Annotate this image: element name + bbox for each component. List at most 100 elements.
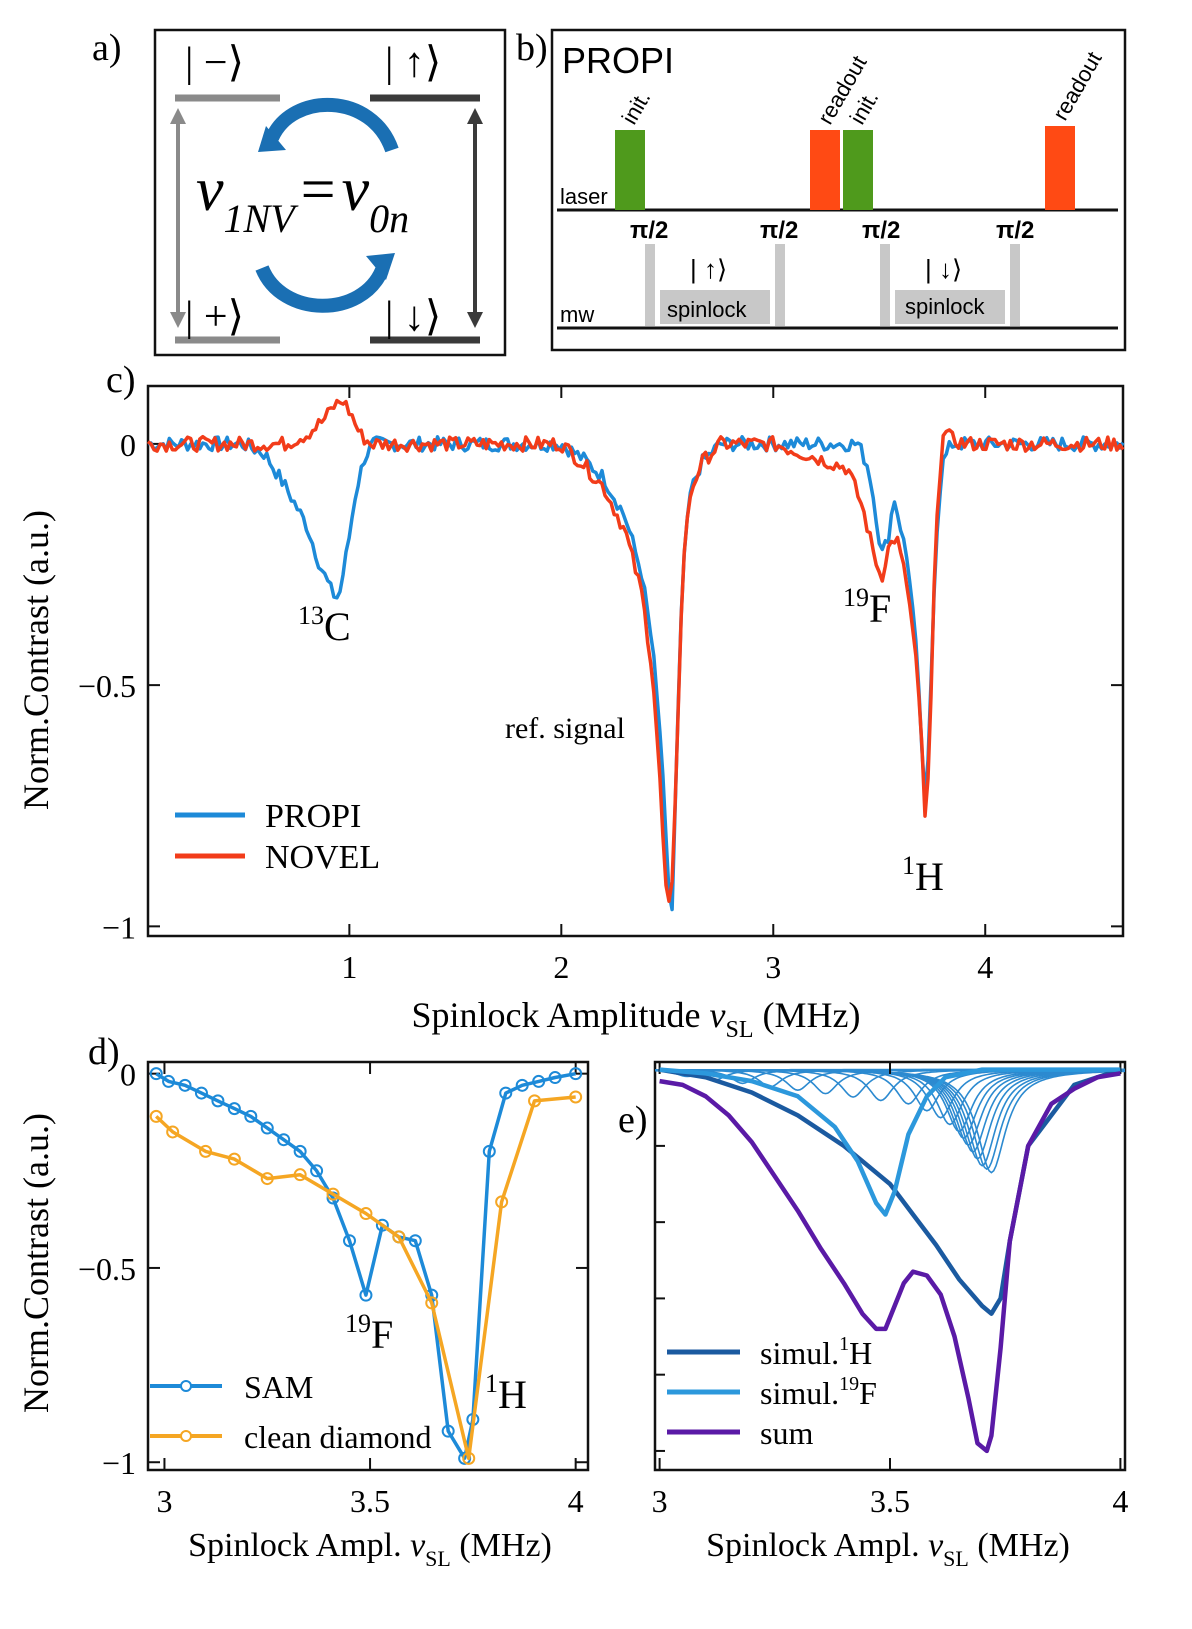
annotation-1H-el: H [915, 854, 944, 899]
panel-e-frame [653, 1060, 1127, 1472]
annotation-19F-sup: 19 [843, 583, 869, 612]
panel-b: PROPI laser mw init. readout init. reado… [550, 28, 1127, 352]
data-point [227, 1102, 241, 1116]
x-tick-label: 2 [553, 949, 569, 985]
legend-simul-19F-name: simul. [760, 1375, 839, 1411]
spinlock-block-2 [895, 290, 1005, 324]
panel-d-xlabel-sub: SL [425, 1546, 451, 1571]
panel-e-ticks: 3 3.5 4 [652, 1062, 1128, 1519]
data-point [277, 1133, 291, 1147]
panel-e-series [659, 1067, 1122, 1454]
mw-pi-half-pulse-3 [880, 244, 890, 326]
panel-d-ylabel: Norm.Contrast (a.u.) [16, 1113, 56, 1413]
panel-e-xlabel-unit: (MHz) [969, 1527, 1070, 1564]
panel-label-b: b) [516, 27, 548, 69]
panel-d-ticks: 3 3.5 4 0 −0.5 −1 [78, 1057, 588, 1519]
data-point [548, 1071, 562, 1085]
data-point [482, 1144, 496, 1158]
panel-e-xlabel-main: Spinlock Ampl. [706, 1527, 928, 1564]
annotation-13C-sup: 13 [298, 601, 324, 630]
annotation-d-19F-el: F [371, 1312, 393, 1357]
panel-label-a: a) [92, 27, 122, 69]
spin-down-label: | ↓⟩ [925, 254, 962, 284]
legend-simul-19F-sup: 19 [839, 1373, 859, 1395]
panel-a: | −⟩ | ↑⟩ | +⟩ | ↓⟩ v1NV=v0n [153, 28, 507, 357]
panel-d-frame [146, 1060, 590, 1472]
mw-pi-half-pulse-4 [1010, 244, 1020, 326]
legend-simul-19F-el: F [859, 1375, 877, 1411]
panel-c-xlabel-unit: (MHz) [754, 995, 861, 1035]
panel-d-xlabel: Spinlock Ampl. vSL (MHz) [188, 1527, 552, 1571]
data-point [342, 1234, 356, 1248]
y-tick-label: −0.5 [78, 1251, 136, 1287]
panel-c-frame [146, 384, 1125, 938]
panel-c-series [146, 398, 1125, 912]
state-up: | ↑⟩ [385, 40, 441, 86]
state-down: | ↓⟩ [385, 294, 441, 340]
eq-right: v [342, 156, 370, 224]
init-pulse-2 [843, 130, 873, 210]
annotation-d-1H: 1H [485, 1369, 527, 1417]
data-point [495, 1195, 509, 1209]
annotation-13C: 13C [298, 601, 351, 649]
panel-c-xlabel-main: Spinlock Amplitude [412, 995, 710, 1035]
panel-d-series [149, 1067, 583, 1465]
panel-c: 1 2 3 4 0 −0.5 −1 Norm.Contrast (a.u.) Spinloc… [16, 384, 1125, 1043]
annotation-d-19F: 19F [345, 1309, 393, 1357]
panel-d-xlabel-main: Spinlock Ampl. [188, 1527, 410, 1564]
readout-label-2: readout [1048, 47, 1107, 124]
right-double-arrow [467, 108, 483, 328]
eq-left-sub: 1NV [224, 196, 300, 241]
data-point [149, 1109, 163, 1123]
panel-c-ylabel: Norm.Contrast (a.u.) [16, 510, 56, 810]
data-point [499, 1086, 513, 1100]
y-tick-label: −1 [102, 1445, 136, 1481]
panel-b-title: PROPI [562, 40, 674, 81]
eq-equals: = [301, 156, 336, 224]
data-point [359, 1207, 373, 1221]
panel-e-xlabel-var: v [928, 1527, 944, 1564]
data-point [569, 1090, 583, 1104]
spinlock-label-2: spinlock [905, 294, 985, 319]
panel-e-xlabel: Spinlock Ampl. vSL (MHz) [706, 1527, 1070, 1571]
x-tick-label: 3 [156, 1483, 172, 1519]
mw-pi-half-pulse-1 [645, 244, 655, 326]
readout-pulse-2 [1045, 126, 1075, 210]
bottom-curved-arrow-icon [255, 253, 395, 313]
x-tick-label: 3.5 [350, 1483, 390, 1519]
pi-half-label-2: π/2 [760, 217, 798, 244]
panel-e-xlabel-sub: SL [943, 1546, 969, 1571]
panel-c-ticks: 1 2 3 4 0 −0.5 −1 [78, 386, 1123, 985]
data-point [227, 1152, 241, 1166]
state-plus: | +⟩ [185, 294, 244, 340]
data-point [569, 1067, 583, 1081]
panel-c-xlabel: Spinlock Amplitude vSL (MHz) [412, 995, 861, 1043]
panel-label-d: d) [88, 1031, 120, 1073]
eq-right-sub: 0n [369, 196, 409, 241]
pi-half-label-4: π/2 [996, 217, 1034, 244]
y-tick-label: −0.5 [78, 668, 136, 704]
mw-label: mw [560, 302, 594, 327]
init-pulse-1 [615, 130, 645, 210]
data-point [260, 1121, 274, 1135]
panel-e: 3 3.5 4 Spinlock Ampl. vSL (MHz) simul.1H … [652, 1060, 1128, 1571]
data-point [293, 1144, 307, 1158]
legend-label-propi: PROPI [265, 798, 361, 835]
panel-d-legend: SAM clean diamond [150, 1369, 431, 1455]
y-tick-label: 0 [120, 1057, 136, 1093]
annotation-ref-signal: ref. signal [505, 712, 625, 745]
x-tick-label: 1 [341, 949, 357, 985]
panel-label-c: c) [106, 359, 136, 401]
legend-label-sam: SAM [244, 1369, 313, 1405]
laser-label: laser [560, 184, 608, 209]
pi-half-label-1: π/2 [630, 217, 668, 244]
legend-label-clean-diamond: clean diamond [244, 1419, 431, 1455]
annotation-13C-el: C [324, 604, 351, 649]
data-point [166, 1125, 180, 1139]
annotation-19F-el: F [869, 586, 891, 631]
pi-half-label-3: π/2 [862, 217, 900, 244]
spin-up-label: | ↑⟩ [690, 254, 727, 284]
y-tick-label: 0 [120, 427, 136, 463]
data-point [408, 1234, 422, 1248]
